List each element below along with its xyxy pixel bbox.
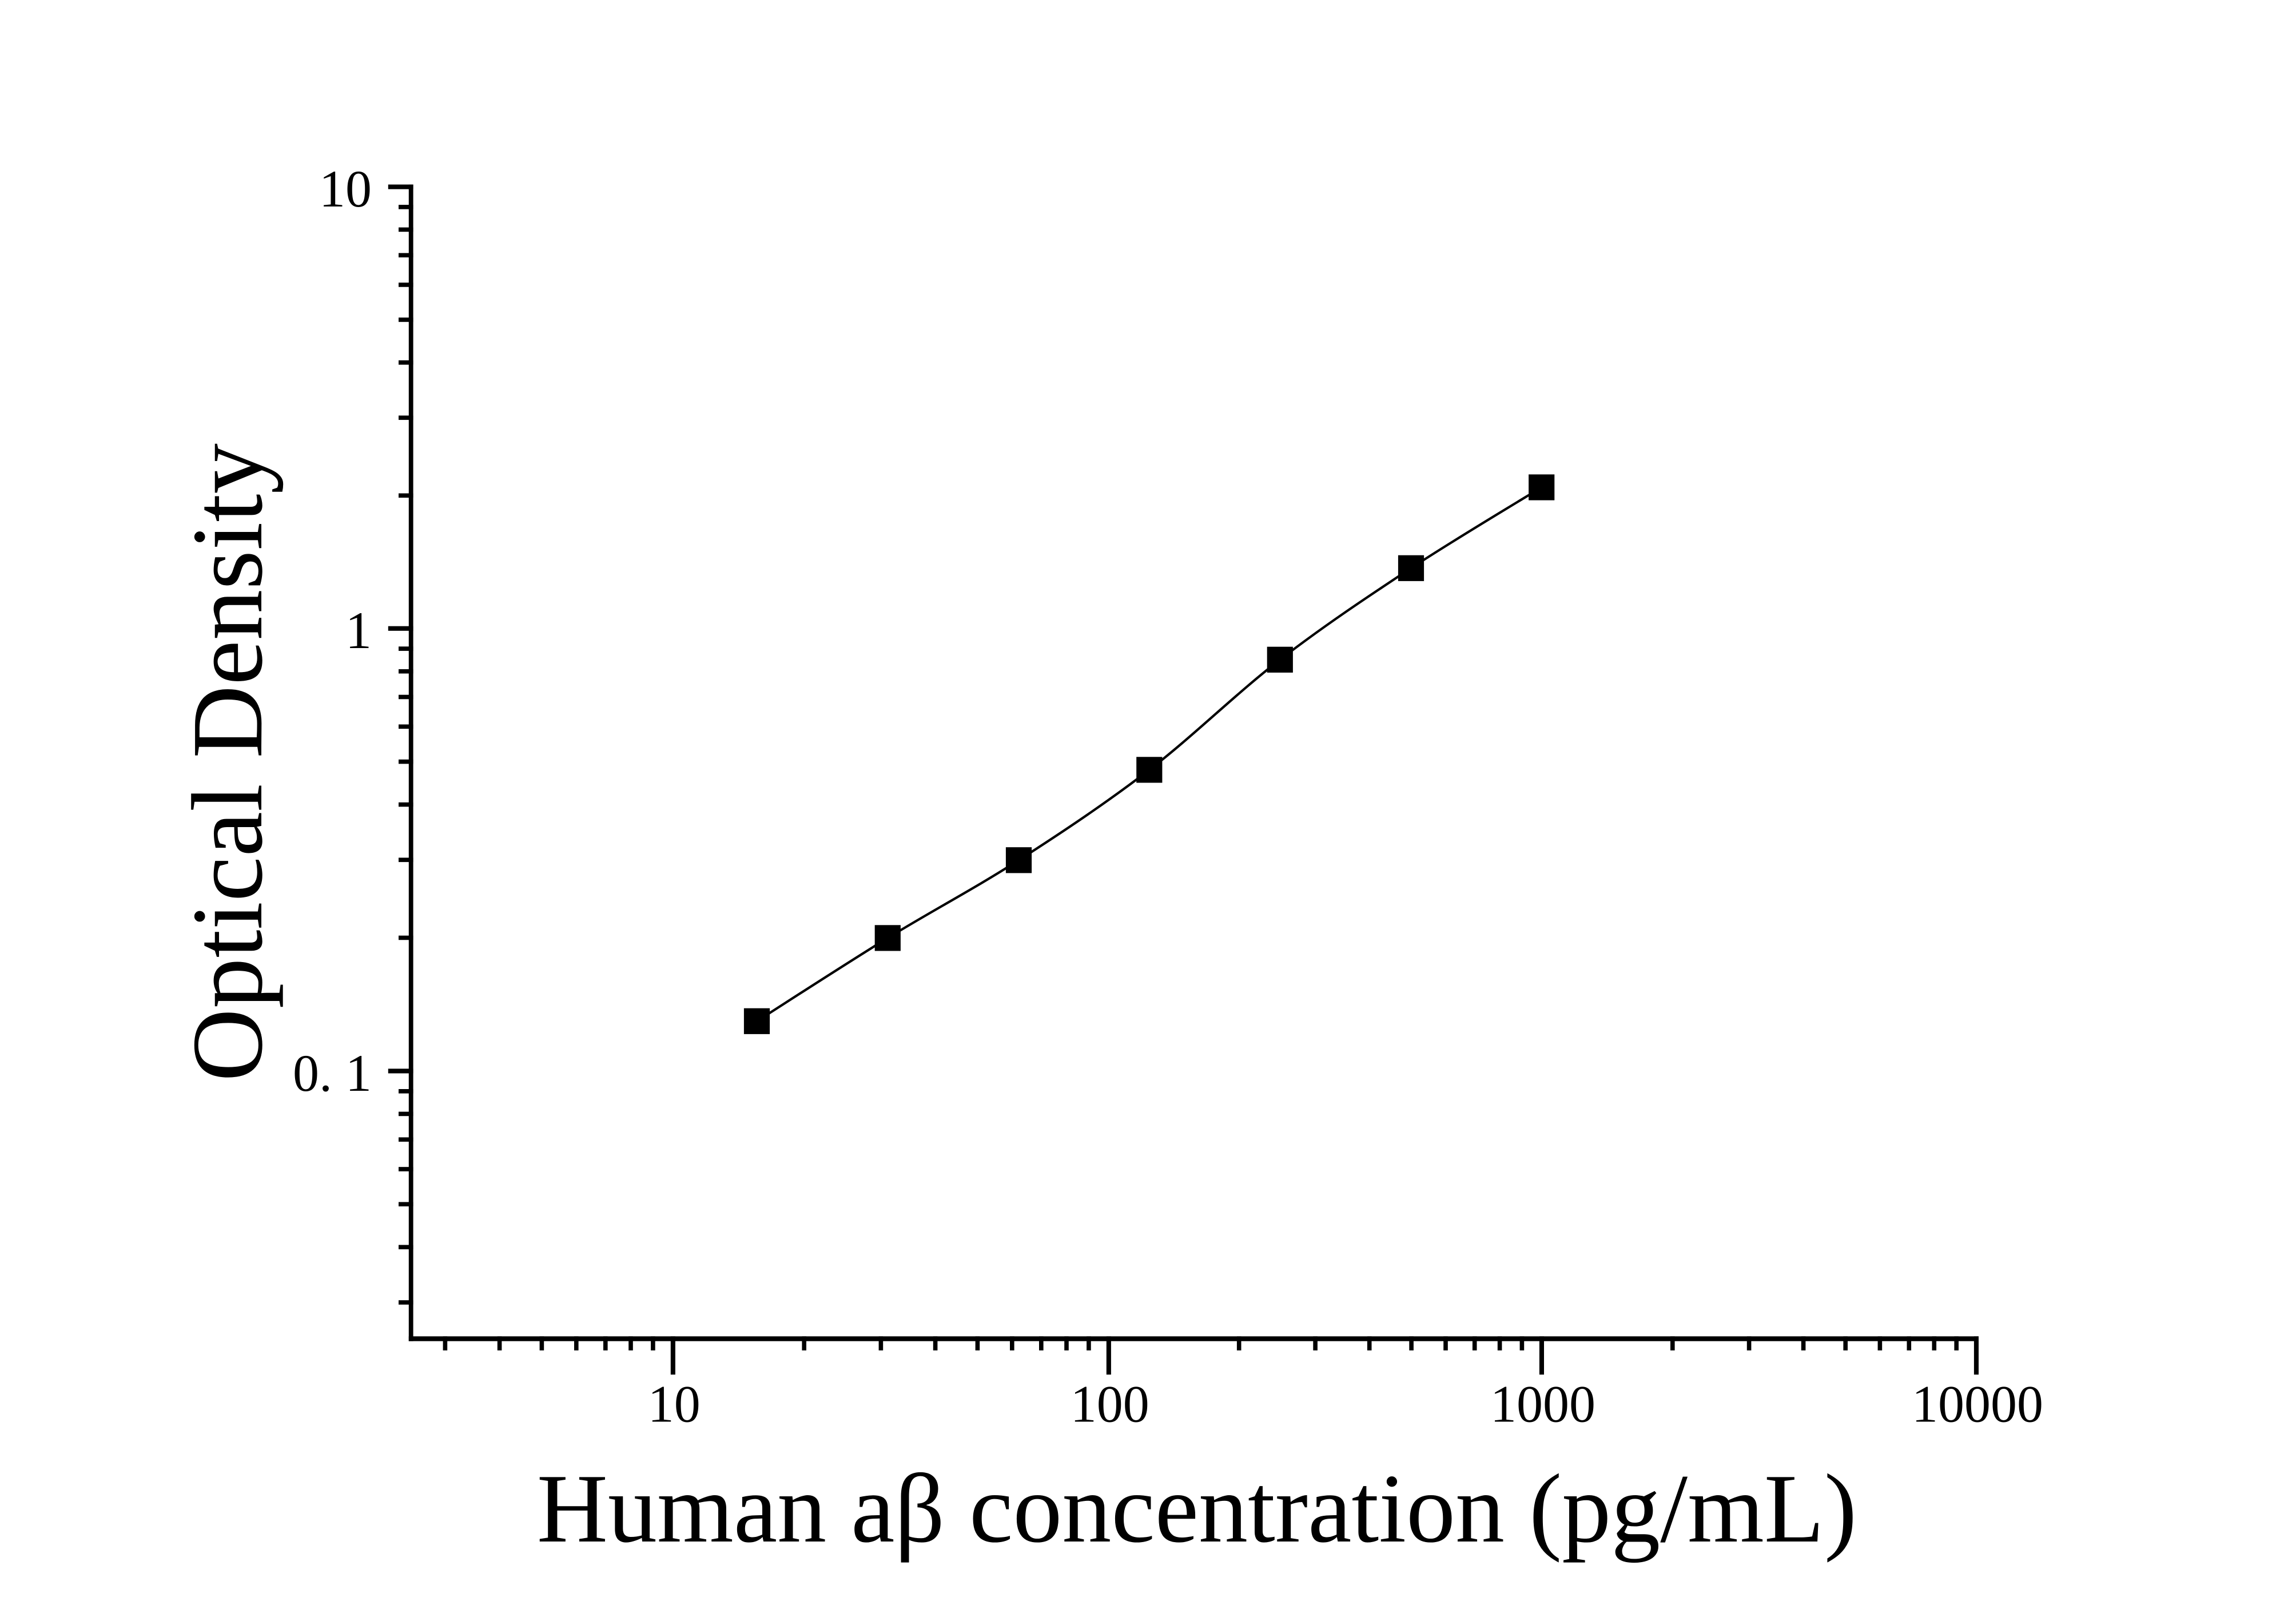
svg-text:Human aβ concentration (pg/mL): Human aβ concentration (pg/mL) <box>537 1455 1857 1563</box>
svg-text:100: 100 <box>1071 1374 1149 1433</box>
svg-text:10: 10 <box>319 160 372 218</box>
svg-text:0. 1: 0. 1 <box>293 1044 372 1102</box>
svg-text:Optical Density: Optical Density <box>172 443 284 1082</box>
svg-text:10000: 10000 <box>1912 1374 2043 1433</box>
svg-text:1000: 1000 <box>1490 1374 1595 1433</box>
svg-text:10: 10 <box>648 1374 701 1433</box>
svg-text:1: 1 <box>345 601 372 660</box>
